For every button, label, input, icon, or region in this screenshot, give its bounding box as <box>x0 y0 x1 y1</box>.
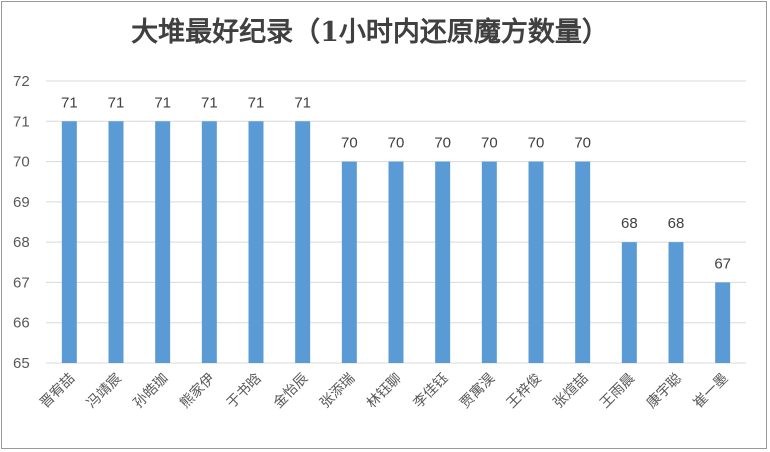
bar <box>575 161 591 363</box>
category-label: 林钰聊 <box>364 371 405 412</box>
category-label: 崔一墨 <box>690 371 731 412</box>
data-label: 71 <box>201 94 218 111</box>
y-tick-label: 69 <box>13 194 30 211</box>
bar <box>295 121 311 364</box>
category-label: 王雨晨 <box>597 371 638 412</box>
data-label: 71 <box>108 94 125 111</box>
y-tick-label: 67 <box>13 274 30 291</box>
data-label: 70 <box>388 135 405 152</box>
category-label: 金怡辰 <box>270 371 311 412</box>
bar <box>668 242 684 363</box>
data-label: 68 <box>668 215 685 232</box>
y-tick-label: 70 <box>13 154 30 171</box>
data-label: 70 <box>434 135 451 152</box>
y-tick-label: 65 <box>13 355 30 372</box>
bar <box>155 121 171 364</box>
category-label: 康宇聪 <box>643 370 685 412</box>
data-label: 70 <box>528 135 545 152</box>
category-label: 张煊喆 <box>550 371 591 412</box>
category-label: 张添瑞 <box>317 371 358 412</box>
category-label: 熊家伊 <box>176 370 218 412</box>
data-label: 70 <box>341 135 358 152</box>
y-tick-label: 68 <box>13 234 30 251</box>
category-label: 晋宥喆 <box>36 370 78 412</box>
data-label: 67 <box>714 255 731 272</box>
category-label: 贾寓淏 <box>456 370 498 412</box>
bars <box>61 121 731 364</box>
bar <box>435 161 451 363</box>
data-label: 70 <box>574 135 591 152</box>
data-label: 71 <box>294 94 311 111</box>
bar <box>248 121 264 364</box>
data-label: 71 <box>154 94 171 111</box>
data-label: 71 <box>248 94 265 111</box>
y-tick-label: 71 <box>13 113 30 130</box>
bar <box>481 161 497 363</box>
bar <box>201 121 217 364</box>
category-label: 王梓俊 <box>504 371 545 412</box>
bar <box>715 282 731 363</box>
category-label: 于书晗 <box>223 370 265 412</box>
y-tick-label: 66 <box>13 315 30 332</box>
data-label: 68 <box>621 215 638 232</box>
bar <box>61 121 77 364</box>
bar <box>108 121 124 364</box>
category-labels: 晋宥喆 冯靖宸 孙皓珈 熊家伊 于书晗 金怡辰 张添瑞 林钰聊 李佳钰 贾寓淏 王梓俊 张煊喆 王雨晨康… <box>36 370 731 412</box>
bar <box>528 161 544 363</box>
data-labels: 71 71 71 71 71 71 70 70 70 70 70 70 68 68 67 <box>61 94 731 272</box>
category-label: 李佳钰 <box>410 371 451 412</box>
category-label: 孙皓珈 <box>130 371 171 412</box>
data-label: 70 <box>481 135 498 152</box>
bar <box>341 161 357 363</box>
category-label: 冯靖宸 <box>83 370 125 412</box>
y-axis-ticks: 65 66 67 68 69 70 71 72 <box>13 73 30 372</box>
bar <box>621 242 637 363</box>
chart-title: 大堆最好纪录（1小时内还原魔方数量） <box>131 17 609 48</box>
y-tick-label: 72 <box>13 73 30 90</box>
data-label: 71 <box>61 94 78 111</box>
bar <box>388 161 404 363</box>
